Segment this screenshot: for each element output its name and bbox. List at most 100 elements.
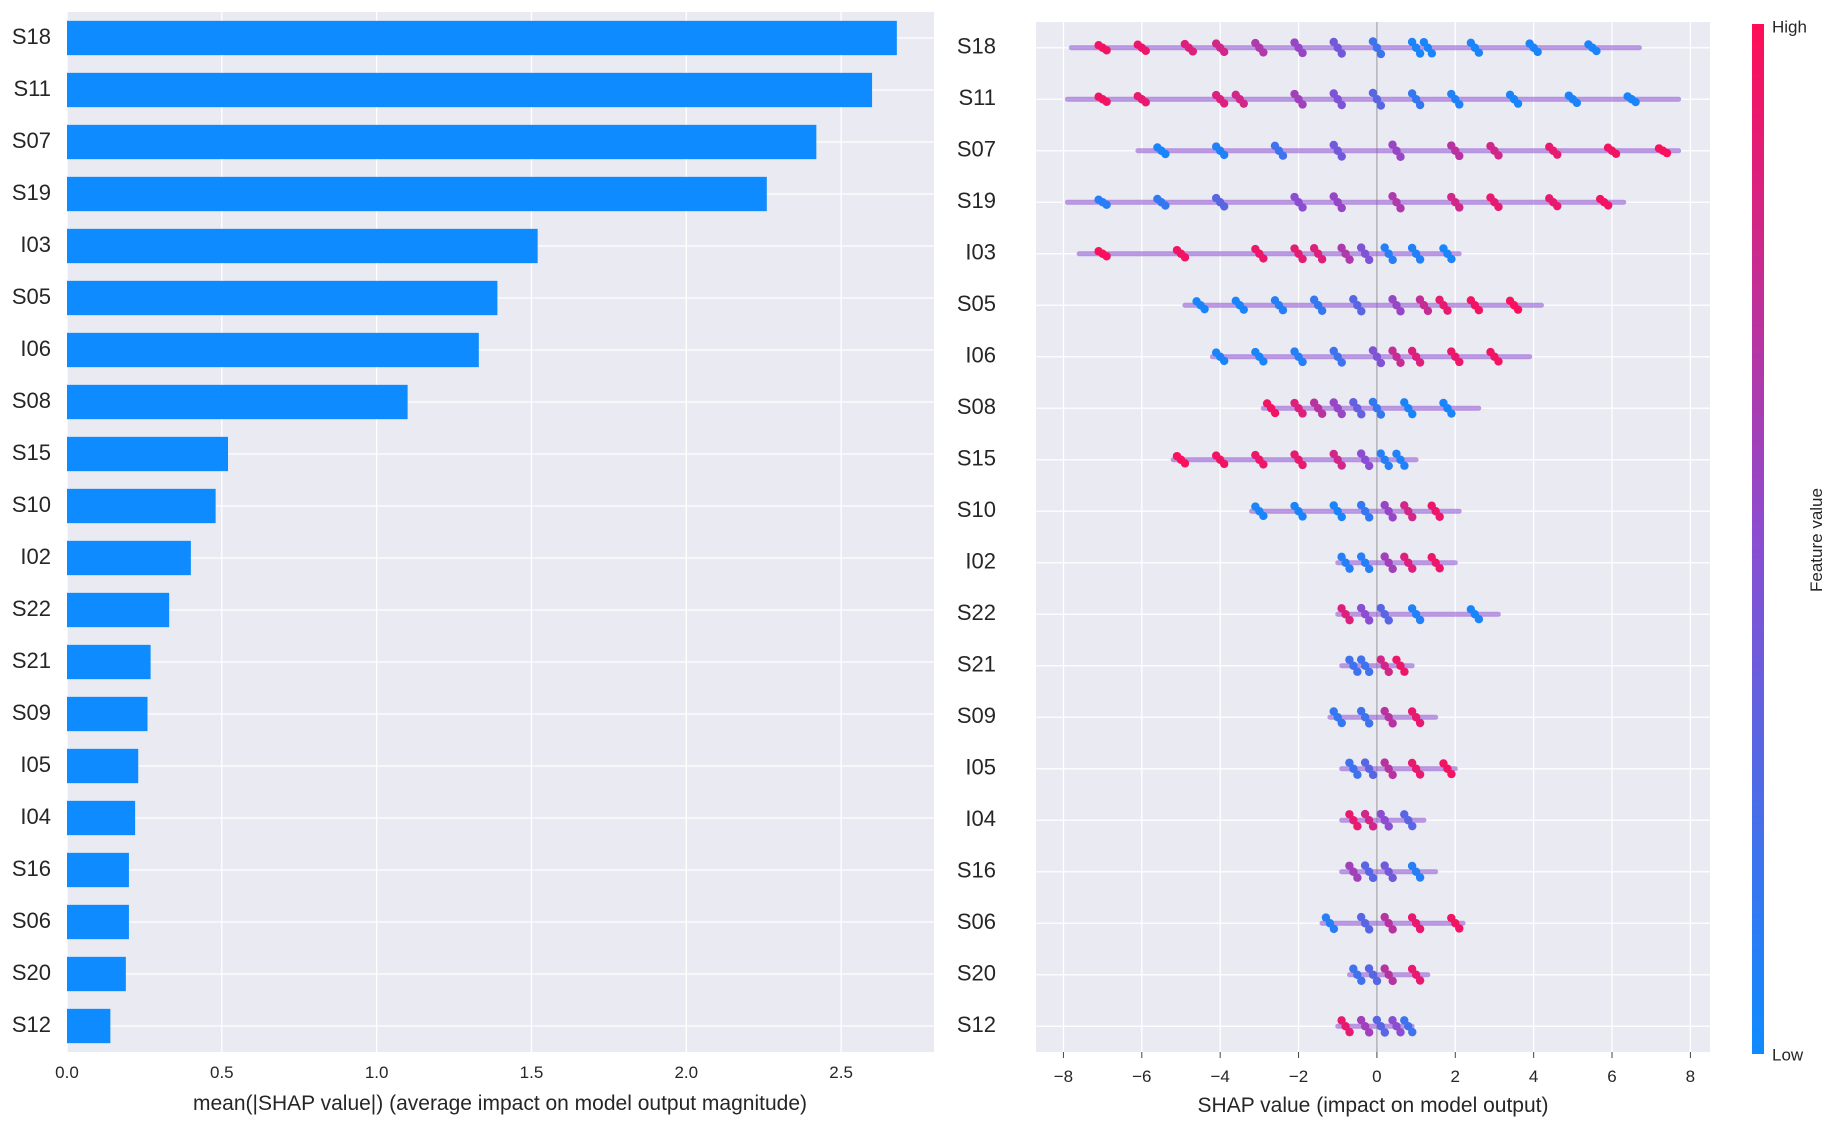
beeswarm-point-S22 bbox=[1474, 615, 1484, 624]
beeswarm-point-S22 bbox=[1384, 616, 1393, 625]
beeswarm-point-S21 bbox=[1364, 667, 1374, 677]
beeswarm-point-I05 bbox=[1388, 770, 1397, 780]
beeswarm-point-I03 bbox=[1415, 255, 1425, 264]
beeswarm-point-S15 bbox=[1392, 449, 1401, 458]
beeswarm-point-S05 bbox=[1513, 305, 1523, 314]
bar-chart-y-tick-label: S12 bbox=[12, 1012, 51, 1037]
bar-chart: S18 S11 S07 S19 I03 S05 I06 S08 S15 S10 I02 S22 S21 S… bbox=[12, 12, 934, 1115]
beeswarm-point-S18 bbox=[1415, 49, 1425, 58]
beeswarm-point-I05 bbox=[1364, 764, 1374, 773]
beeswarm-point-S12 bbox=[1364, 1028, 1374, 1037]
beeswarm-point-I04 bbox=[1376, 809, 1385, 819]
beeswarm-point-S18 bbox=[1141, 46, 1151, 56]
beeswarm-point-I04 bbox=[1408, 821, 1417, 831]
beeswarm-point-I05 bbox=[1353, 770, 1362, 779]
beeswarm-point-I06 bbox=[1392, 352, 1401, 361]
beeswarm-row-I02 bbox=[1335, 552, 1458, 574]
beeswarm-x-tick-label: 2 bbox=[1451, 1067, 1460, 1086]
beeswarm-point-S11 bbox=[1368, 88, 1378, 98]
beeswarm-point-S16 bbox=[1349, 867, 1358, 876]
beeswarm-point-S18 bbox=[1427, 49, 1437, 58]
beeswarm-point-S21 bbox=[1353, 667, 1362, 676]
beeswarm-row-I06 bbox=[1209, 346, 1533, 368]
beeswarm-point-S19 bbox=[1494, 202, 1503, 212]
beeswarm-row-S10 bbox=[1249, 500, 1462, 522]
beeswarm-point-S22 bbox=[1415, 615, 1425, 625]
beeswarm-point-S10 bbox=[1408, 512, 1417, 522]
beeswarm-point-S11 bbox=[1298, 100, 1307, 109]
beeswarm-point-S21 bbox=[1384, 667, 1393, 677]
beeswarm-point-S12 bbox=[1408, 1027, 1417, 1037]
bar-S16 bbox=[67, 852, 129, 888]
beeswarm-x-tick-label: −4 bbox=[1210, 1067, 1229, 1086]
beeswarm-point-I06 bbox=[1455, 357, 1464, 367]
bar-chart-y-tick-label: S10 bbox=[12, 492, 51, 517]
beeswarm-point-I02 bbox=[1400, 552, 1409, 562]
bar-chart-y-tick-label: S18 bbox=[12, 24, 51, 49]
beeswarm-point-S16 bbox=[1415, 873, 1425, 882]
bar-chart-x-tick-label: 2.0 bbox=[674, 1063, 698, 1082]
beeswarm-point-S09 bbox=[1337, 718, 1346, 728]
beeswarm-point-S15 bbox=[1356, 449, 1366, 458]
beeswarm-x-tick-label: 4 bbox=[1529, 1067, 1538, 1086]
beeswarm-point-S15 bbox=[1380, 455, 1389, 464]
bar-chart-x-tick-label: 1.0 bbox=[365, 1063, 389, 1082]
beeswarm-point-S06 bbox=[1364, 925, 1374, 934]
beeswarm-point-S22 bbox=[1376, 603, 1385, 613]
beeswarm-point-S11 bbox=[1337, 100, 1346, 110]
beeswarm-point-I03 bbox=[1345, 255, 1354, 264]
beeswarm-row-S15 bbox=[1170, 449, 1419, 471]
beeswarm-point-S19 bbox=[1161, 201, 1170, 210]
beeswarm-point-S18 bbox=[1592, 46, 1601, 56]
beeswarm-x-tick-labels: −8 −6 −4 −2 0 2 4 6 8 bbox=[1054, 1067, 1695, 1086]
beeswarm-row-S16 bbox=[1339, 861, 1439, 883]
beeswarm-point-S20 bbox=[1415, 976, 1425, 985]
beeswarm-point-S22 bbox=[1360, 610, 1370, 619]
beeswarm-x-tick-label: −2 bbox=[1289, 1067, 1308, 1086]
beeswarm-point-S08 bbox=[1447, 409, 1456, 418]
beeswarm-point-S08 bbox=[1337, 409, 1346, 419]
beeswarm-point-S10 bbox=[1356, 500, 1366, 510]
beeswarm-point-I06 bbox=[1494, 357, 1503, 366]
beeswarm-point-S07 bbox=[1337, 152, 1346, 161]
beeswarm-point-I04 bbox=[1400, 810, 1409, 819]
beeswarm-point-I02 bbox=[1380, 552, 1389, 561]
beeswarm-point-I03 bbox=[1447, 254, 1456, 264]
beeswarm-y-tick-label: S15 bbox=[957, 446, 996, 471]
beeswarm-point-S11 bbox=[1219, 99, 1229, 108]
beeswarm-point-I04 bbox=[1380, 816, 1389, 825]
beeswarm-row-I05 bbox=[1339, 758, 1458, 780]
beeswarm-point-S12 bbox=[1345, 1027, 1354, 1037]
beeswarm-point-I06 bbox=[1368, 346, 1378, 355]
beeswarm-point-I03 bbox=[1364, 255, 1374, 265]
beeswarm-row-S11 bbox=[1064, 88, 1682, 110]
bar-S06 bbox=[67, 904, 129, 940]
beeswarm-point-S12 bbox=[1337, 1016, 1346, 1025]
bar-chart-x-tick-label: 0.5 bbox=[210, 1063, 234, 1082]
beeswarm-point-S16 bbox=[1368, 873, 1378, 883]
beeswarm-point-S07 bbox=[1611, 149, 1621, 159]
bar-S20 bbox=[67, 956, 126, 992]
bar-chart-y-tick-label: S09 bbox=[12, 700, 51, 725]
beeswarm-point-I03 bbox=[1102, 252, 1111, 261]
beeswarm-point-S05 bbox=[1396, 307, 1405, 316]
beeswarm-y-tick-label: I05 bbox=[965, 755, 996, 780]
beeswarm-point-S15 bbox=[1337, 461, 1346, 470]
beeswarm-point-S12 bbox=[1380, 1028, 1390, 1037]
beeswarm-point-S07 bbox=[1553, 150, 1562, 159]
beeswarm-row-S06 bbox=[1319, 912, 1466, 934]
beeswarm-point-S21 bbox=[1392, 655, 1401, 664]
bar-chart-y-tick-label: S05 bbox=[12, 284, 51, 309]
beeswarm-point-S05 bbox=[1278, 306, 1288, 315]
beeswarm-point-S05 bbox=[1239, 305, 1248, 314]
bar-S05 bbox=[67, 280, 498, 316]
beeswarm-point-I04 bbox=[1368, 822, 1378, 831]
bar-chart-y-tick-label: S08 bbox=[12, 388, 51, 413]
beeswarm-point-S18 bbox=[1219, 47, 1229, 57]
beeswarm-point-S15 bbox=[1298, 460, 1307, 470]
beeswarm-point-S21 bbox=[1356, 655, 1366, 664]
beeswarm-point-I02 bbox=[1360, 558, 1370, 567]
beeswarm-plot-area bbox=[1036, 22, 1710, 1052]
beeswarm-point-S09 bbox=[1388, 719, 1397, 728]
